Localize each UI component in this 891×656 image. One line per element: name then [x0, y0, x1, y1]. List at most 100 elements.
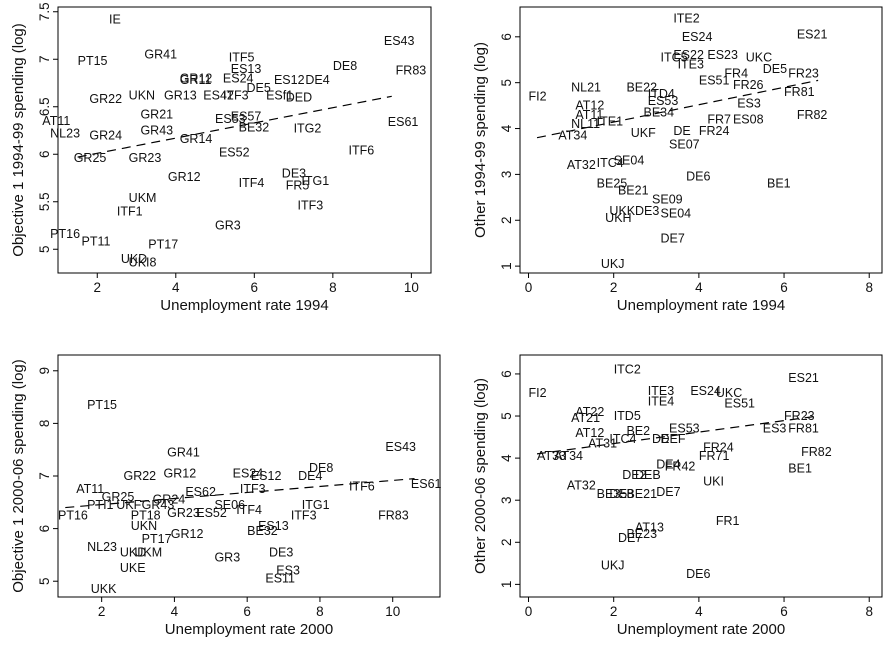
- y-tick-label: 5: [37, 577, 52, 585]
- y-tick-label: 3: [499, 171, 514, 179]
- point-label: GR23: [129, 151, 162, 165]
- point-label: GR24: [153, 493, 186, 507]
- point-label: AT34: [558, 128, 587, 142]
- point-label: DE8: [309, 461, 333, 475]
- x-tick-label: 4: [172, 280, 180, 295]
- point-label: UKK: [91, 582, 117, 596]
- point-label: ES3: [763, 422, 787, 436]
- point-label: FR42: [665, 460, 696, 474]
- x-tick-label: 4: [695, 280, 703, 295]
- point-label: GR41: [144, 48, 177, 62]
- point-label: DED: [286, 90, 312, 104]
- point-label: ESf1: [266, 88, 293, 102]
- point-label: SE04: [614, 154, 645, 168]
- point-label: UKJ: [601, 558, 625, 572]
- point-label: UKD: [120, 545, 146, 559]
- point-label: GR22: [89, 92, 122, 106]
- point-label: ITE2: [673, 11, 699, 25]
- point-label: ITF6: [349, 143, 375, 157]
- point-label: DE4: [305, 73, 329, 87]
- point-label: FR71: [699, 449, 730, 463]
- x-axis-title: Unemployment rate 1994: [160, 297, 328, 314]
- point-label: FR24: [703, 441, 734, 455]
- point-label: BE1: [788, 462, 812, 476]
- point-label: NL21: [571, 80, 601, 94]
- point-label: ES21: [788, 371, 819, 385]
- x-tick-label: 2: [94, 280, 102, 295]
- point-label: GR3: [214, 551, 240, 565]
- point-label: ITG1: [301, 174, 329, 188]
- point-label: ES13: [258, 519, 289, 533]
- y-tick-label: 1: [499, 262, 514, 270]
- point-label: DE6: [686, 170, 710, 184]
- point-label: SE07: [669, 138, 700, 152]
- point-label: ES3: [276, 564, 300, 578]
- point-label: GR23: [167, 506, 200, 520]
- y-tick-label: 9: [37, 367, 52, 375]
- y-tick-label: 7: [37, 55, 52, 63]
- point-label: ES43: [385, 440, 416, 454]
- point-label: AT32: [567, 158, 596, 172]
- point-label: DEB: [635, 468, 661, 482]
- y-axis-title: Other 1994-99 spending (log): [472, 42, 489, 238]
- point-label: ITF4: [239, 176, 265, 190]
- y-tick-label: 6.5: [37, 97, 52, 116]
- point-label: UKN: [131, 519, 157, 533]
- y-tick-label: 6: [37, 525, 52, 533]
- point-label: ITE4: [648, 394, 674, 408]
- point-label: PT16: [58, 508, 88, 522]
- point-label: SE06: [214, 498, 245, 512]
- point-label: ES21: [797, 28, 828, 42]
- x-axis-title: Unemployment rate 2000: [617, 621, 785, 638]
- point-label: GR43: [142, 498, 175, 512]
- x-tick-label: 2: [610, 604, 618, 619]
- point-label: SE09: [652, 193, 683, 207]
- point-label: DE2: [622, 468, 646, 482]
- point-label: ITE1: [597, 115, 623, 129]
- point-label: ES53: [669, 422, 700, 436]
- point-label: ITE3: [648, 384, 674, 398]
- x-tick-label: 10: [385, 604, 400, 619]
- x-tick-label: 0: [525, 280, 533, 295]
- point-label: AT31: [588, 436, 617, 450]
- point-label: DE5: [763, 62, 787, 76]
- point-label: UKN: [129, 88, 155, 102]
- point-label: UKH: [605, 211, 631, 225]
- x-tick-label: 2: [98, 604, 106, 619]
- point-label: ES23: [707, 48, 738, 62]
- point-label: ITF3: [240, 482, 266, 496]
- point-label: ITF3: [298, 199, 324, 213]
- point-label: FR4: [724, 67, 748, 81]
- point-label: ITF3: [291, 508, 317, 522]
- point-label: BE34: [644, 105, 675, 119]
- point-label: ES61: [388, 115, 419, 129]
- point-label: ES53: [648, 94, 679, 108]
- y-tick-label: 5: [499, 412, 514, 420]
- panel-objective1-2000: 2 4 6 8 10 5 6 7 8 9 Unemployment rate 2000 Objecti…: [10, 354, 442, 638]
- x-axis-title: Unemployment rate 2000: [165, 621, 333, 638]
- point-label: DE3: [282, 166, 306, 180]
- point-label: FR1: [716, 514, 740, 528]
- point-label: UKD: [121, 252, 147, 266]
- point-label: FR26: [733, 78, 764, 92]
- point-label: DE4: [298, 469, 322, 483]
- point-label: UKI: [703, 474, 724, 488]
- point-label: BE25: [597, 177, 628, 191]
- point-label: NL23: [87, 540, 117, 554]
- point-label: ITF4: [236, 503, 262, 517]
- point-label: FR82: [797, 108, 828, 122]
- point-label: AT11: [575, 108, 603, 122]
- point-label: ITC4: [597, 156, 624, 170]
- point-label: ITC2: [614, 363, 641, 377]
- point-label: ITC5: [661, 50, 688, 64]
- point-label: UKF: [116, 498, 141, 512]
- point-label: UKC: [716, 386, 742, 400]
- y-tick-label: 6: [37, 150, 52, 158]
- y-tick-label: 7: [37, 472, 52, 480]
- point-label: ES61: [411, 477, 442, 491]
- point-label: DE4: [656, 457, 680, 471]
- point-label: UKM: [134, 545, 162, 559]
- x-tick-label: 4: [695, 604, 703, 619]
- y-tick-label: 4: [499, 454, 514, 462]
- point-label: UKF: [631, 126, 656, 140]
